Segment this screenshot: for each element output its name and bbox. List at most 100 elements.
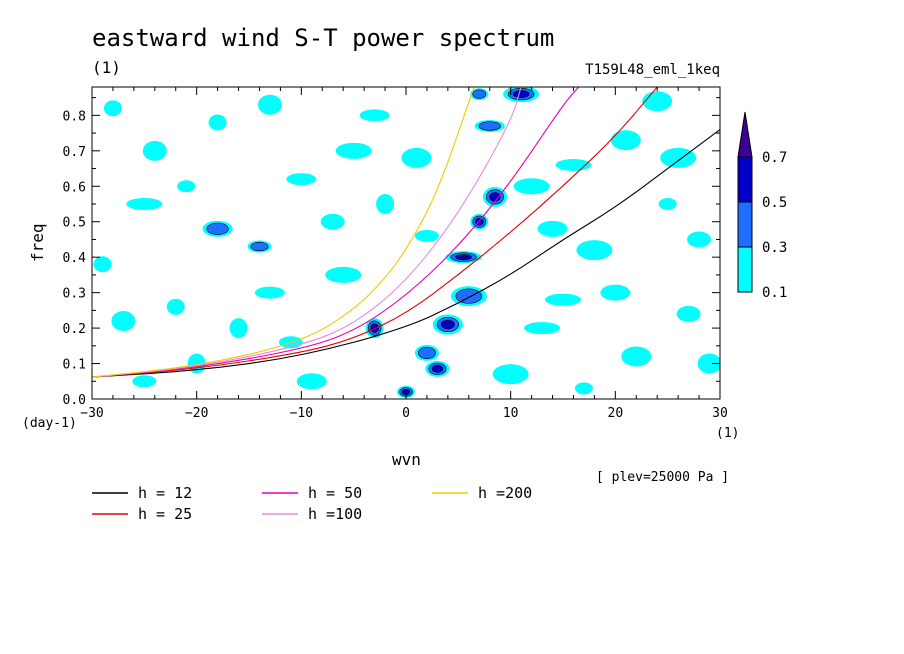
contour-blob (254, 286, 285, 299)
dispersion-curve-25 (92, 87, 658, 378)
y-tick-label: 0.7 (63, 145, 86, 160)
legend-item: h = 25 (92, 505, 192, 523)
contour-level-1 (166, 298, 185, 315)
contour-level-1 (658, 198, 677, 210)
contour-blob (676, 305, 701, 322)
contour-level-3 (440, 319, 455, 330)
dispersion-curve-200 (92, 87, 475, 378)
x-unit-label: (1) (716, 426, 740, 441)
x-tick-label: 20 (608, 406, 624, 421)
colorbar-segment (737, 201, 753, 248)
contour-blob (126, 198, 163, 210)
contour-blob (286, 173, 317, 186)
contour-blob (432, 314, 463, 335)
contour-blob (574, 382, 593, 395)
colorbar-label: 0.7 (762, 150, 787, 166)
dispersion-curve-50 (92, 87, 580, 378)
contour-blob (132, 375, 157, 388)
x-tick-label: −10 (290, 406, 313, 421)
axis-ticks-layer: −30 −20 −10 0 10 20 30 0.0 0.1 0.2 0.3 0.4 0.5 0.6 0.7… (63, 87, 728, 421)
contour-level-1 (111, 311, 136, 331)
contour-level-1 (492, 364, 529, 385)
contour-level-2 (417, 346, 436, 359)
contour-level-3 (431, 365, 443, 373)
contour-level-1 (359, 109, 390, 122)
contour-level-4 (460, 255, 467, 259)
contour-blob (325, 266, 362, 283)
contour-fill-layer (93, 87, 720, 398)
contour-level-1 (621, 346, 652, 367)
contour-level-1 (642, 91, 673, 112)
contour-level-1 (286, 173, 317, 186)
contour-blob (513, 178, 550, 195)
dispersion-curve-12 (92, 129, 720, 378)
contour-level-1 (257, 94, 282, 115)
contour-level-1 (610, 130, 641, 151)
contour-level-2 (478, 121, 501, 131)
contour-blob (103, 100, 122, 117)
colorbar: 0.7 0.5 0.3 0.1 (737, 111, 787, 301)
contour-blob (335, 142, 372, 159)
legend-item: h = 50 (262, 484, 362, 502)
colorbar-segment (737, 156, 753, 203)
contour-blob (359, 109, 390, 122)
contour-blob (445, 251, 482, 264)
contour-blob (425, 360, 450, 377)
y-tick-label: 0.2 (63, 322, 86, 337)
contour-level-1 (335, 142, 372, 159)
chart-subtitle: (1) (92, 58, 121, 77)
legend-label: h =100 (308, 505, 362, 523)
pressure-annotation: [ plev=25000 Pa ] (596, 470, 730, 485)
contour-level-1 (574, 382, 593, 395)
y-tick-label: 0.8 (63, 109, 86, 124)
contour-blob (610, 130, 641, 151)
contour-level-1 (576, 240, 613, 261)
run-label: T159L48_eml_1keq (585, 62, 720, 78)
contour-blob (166, 298, 185, 315)
y-tick-label: 0.3 (63, 287, 86, 302)
y-tick-label: 0.5 (63, 216, 86, 231)
x-tick-label: −20 (185, 406, 208, 421)
contour-blob (621, 346, 652, 367)
contour-blob (492, 364, 529, 385)
colorbar-label: 0.5 (762, 195, 787, 211)
contour-level-1 (513, 178, 550, 195)
y-tick-label: 0.6 (63, 180, 86, 195)
contour-blob (296, 373, 327, 390)
contour-blob (376, 194, 395, 214)
contour-blob (450, 286, 487, 307)
x-tick-label: 0 (402, 406, 410, 421)
contour-blob (177, 180, 196, 193)
contour-level-1 (320, 213, 345, 230)
contour-blob (503, 87, 540, 103)
contour-level-1 (660, 147, 697, 168)
legend-label: h = 25 (138, 505, 192, 523)
legend-label: h = 50 (308, 484, 362, 502)
contour-level-1 (697, 353, 720, 374)
contour-blob (524, 322, 561, 335)
contour-level-1 (103, 100, 122, 117)
y-tick-label: 0.1 (63, 358, 86, 373)
x-tick-label: 10 (503, 406, 519, 421)
contour-level-1 (229, 318, 248, 339)
contour-level-1 (414, 229, 439, 242)
legend-item: h =100 (262, 505, 362, 523)
legend-label: h = 12 (138, 484, 192, 502)
contour-blob (600, 284, 631, 301)
contour-blob (658, 198, 677, 210)
contour-blob (545, 293, 581, 306)
contour-blob (401, 147, 432, 168)
contour-blob (365, 318, 384, 339)
contour-level-1 (208, 114, 227, 131)
x-tick-label: −30 (80, 406, 103, 421)
contour-blob (660, 147, 697, 168)
contour-level-1 (524, 322, 561, 335)
colorbar-segment (737, 246, 753, 293)
contour-blob (111, 311, 136, 331)
contour-level-1 (545, 293, 581, 306)
legend-label: h =200 (478, 484, 532, 502)
contour-level-1 (537, 220, 568, 237)
contour-level-1 (126, 198, 163, 210)
contour-blob (482, 186, 507, 207)
contour-blob (257, 94, 282, 115)
